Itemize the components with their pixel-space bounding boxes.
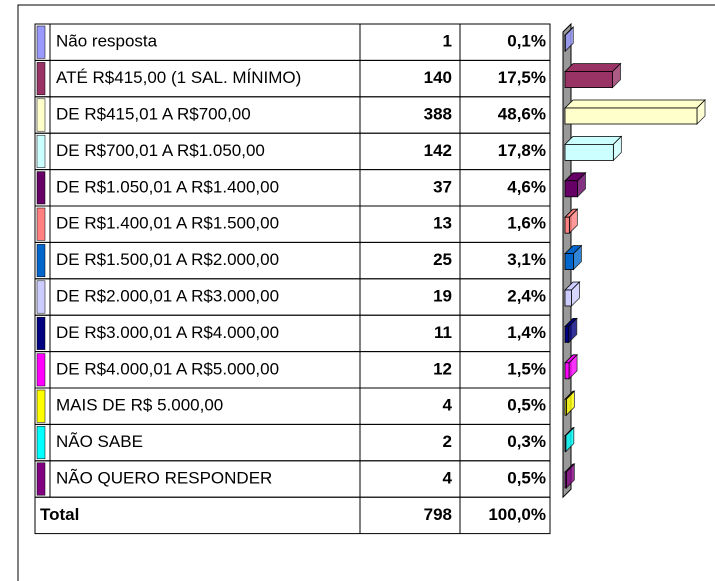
bar-face	[564, 143, 614, 161]
bar	[564, 99, 706, 125]
percent: 1,5%	[507, 359, 546, 378]
percent: 0,5%	[507, 396, 546, 415]
color-swatch	[36, 25, 46, 59]
percent: 0,5%	[507, 468, 546, 487]
bar	[564, 463, 576, 489]
color-swatch	[36, 244, 46, 278]
bar-face	[564, 71, 613, 88]
category-label: DE R$4.000,01 A R$5.000,00	[56, 359, 279, 378]
percent: 1,6%	[507, 214, 546, 233]
bar	[564, 26, 575, 53]
total-percent: 100,0%	[488, 505, 546, 524]
bar	[564, 208, 579, 235]
bar-face	[564, 253, 574, 271]
category-label: DE R$1.400,01 A R$1.500,00	[56, 214, 279, 233]
total-label: Total	[40, 505, 79, 524]
bar-face	[564, 63, 622, 72]
bar-face	[564, 362, 570, 380]
bar-face	[564, 216, 570, 234]
percent: 17,5%	[498, 68, 546, 87]
percent: 1,4%	[507, 323, 546, 342]
count: 1	[443, 32, 452, 51]
bar-face	[564, 325, 570, 343]
count: 2	[443, 432, 452, 451]
bar	[564, 317, 578, 344]
count: 4	[443, 468, 453, 487]
total-row	[34, 496, 551, 535]
category-label: DE R$2.000,01 A R$3.000,00	[56, 286, 279, 305]
bar-face	[564, 180, 578, 198]
category-label: NÃO SABE	[56, 432, 143, 451]
count: 140	[424, 68, 452, 87]
color-swatch	[36, 389, 46, 423]
percent: 48,6%	[498, 104, 546, 123]
bar	[564, 62, 622, 89]
color-swatch	[36, 280, 46, 314]
bar	[564, 135, 623, 162]
color-swatch	[36, 134, 46, 168]
bar-face	[564, 398, 567, 416]
bar-face	[564, 435, 567, 453]
count: 13	[433, 214, 452, 233]
color-swatch	[36, 207, 46, 241]
category-label: DE R$1.500,01 A R$2.000,00	[56, 250, 279, 269]
color-swatch	[36, 98, 46, 132]
color-swatch	[36, 62, 46, 96]
frame	[17, 4, 715, 581]
color-swatch	[36, 426, 46, 460]
percent: 17,8%	[498, 141, 546, 160]
bar-face	[564, 135, 623, 145]
category-label: MAIS DE R$ 5.000,00	[56, 396, 223, 415]
category-label: DE R$1.050,01 A R$1.400,00	[56, 177, 279, 196]
color-swatch	[36, 316, 46, 350]
percent: 0,1%	[507, 32, 546, 51]
bar	[564, 281, 581, 307]
count: 4	[443, 396, 453, 415]
bar-face	[564, 107, 698, 125]
bar	[564, 171, 587, 198]
category-label: DE R$3.000,01 A R$4.000,00	[56, 323, 279, 342]
count: 388	[424, 104, 452, 123]
percent: 3,1%	[507, 250, 546, 269]
color-swatch	[36, 353, 46, 387]
category-label: DE R$415,01 A R$700,00	[56, 104, 251, 123]
percent: 2,4%	[507, 286, 546, 305]
count: 25	[433, 250, 452, 269]
percent: 4,6%	[507, 177, 546, 196]
count: 142	[424, 141, 452, 160]
bar	[564, 353, 579, 380]
bar	[564, 244, 583, 271]
count: 37	[433, 177, 452, 196]
count: 11	[434, 323, 452, 342]
count: 19	[433, 286, 452, 305]
category-label: NÃO QUERO RESPONDER	[56, 468, 272, 487]
percent: 0,3%	[507, 432, 546, 451]
category-label: DE R$700,01 A R$1.050,00	[56, 141, 265, 160]
bar	[564, 426, 575, 453]
category-label: ATÉ R$415,00 (1 SAL. MÍNIMO)	[56, 68, 301, 87]
category-label: Não resposta	[56, 32, 158, 51]
bar-face	[564, 289, 572, 307]
count: 12	[433, 359, 452, 378]
bar-face	[564, 99, 706, 109]
bar-face	[564, 471, 567, 489]
bar	[564, 390, 576, 417]
total-count: 798	[424, 505, 452, 524]
color-swatch	[36, 462, 46, 496]
color-swatch	[36, 171, 46, 205]
